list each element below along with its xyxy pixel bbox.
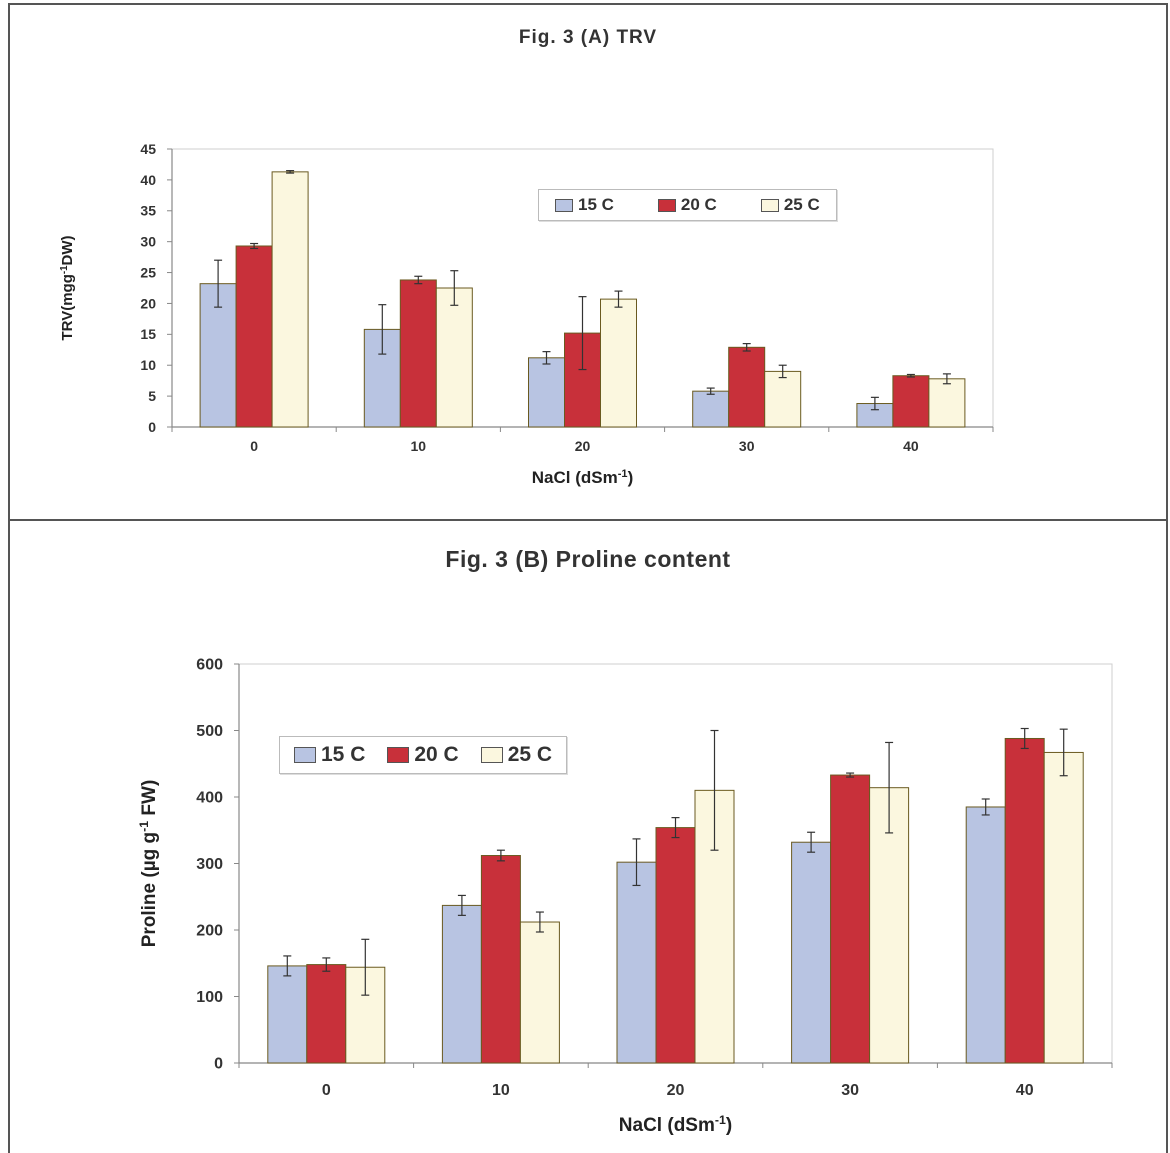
legend-label-25c: 25 C [508, 743, 552, 767]
legend-label-20c: 20 C [414, 743, 458, 767]
bar [307, 965, 346, 1063]
bar [481, 856, 520, 1063]
legend-item-25c: 25 C [761, 195, 820, 215]
legend-swatch-25c [481, 747, 503, 763]
bar [617, 862, 656, 1063]
legend-swatch-25c [761, 199, 779, 212]
legend-b: 15 C 20 C 25 C [279, 736, 567, 774]
legend-a: 15 C 20 C 25 C [538, 189, 837, 221]
legend-swatch-15c [555, 199, 573, 212]
x-tick-label: 20 [667, 1082, 685, 1099]
legend-label-15c: 15 C [321, 743, 365, 767]
bar [656, 828, 695, 1063]
bar [1005, 738, 1044, 1063]
legend-item-20c: 20 C [658, 195, 717, 215]
bar [831, 775, 870, 1063]
bar [268, 966, 307, 1063]
legend-item-20c: 20 C [387, 743, 458, 767]
y-tick-label: 100 [196, 989, 223, 1006]
y-tick-label: 0 [214, 1056, 223, 1073]
x-tick-label: 30 [841, 1082, 859, 1099]
x-tick-label: 10 [492, 1082, 510, 1099]
legend-item-15c: 15 C [555, 195, 614, 215]
legend-label-25c: 25 C [784, 195, 820, 215]
x-tick-label: 40 [1016, 1082, 1034, 1099]
legend-swatch-20c [658, 199, 676, 212]
bar [966, 807, 1005, 1063]
y-tick-label: 600 [196, 657, 223, 674]
y-tick-label: 500 [196, 723, 223, 740]
bar [1044, 752, 1083, 1063]
bar [792, 842, 831, 1063]
y-tick-label: 200 [196, 923, 223, 940]
legend-swatch-15c [294, 747, 316, 763]
legend-item-25c: 25 C [481, 743, 552, 767]
y-axis-title: Proline (µg g-1 FW) [137, 780, 160, 948]
y-tick-label: 300 [196, 856, 223, 873]
legend-label-20c: 20 C [681, 195, 717, 215]
legend-label-15c: 15 C [578, 195, 614, 215]
x-tick-label: 0 [322, 1082, 331, 1099]
bar [520, 922, 559, 1063]
bar [442, 905, 481, 1063]
x-axis-title: NaCl (dSm-1) [619, 1113, 732, 1136]
y-tick-label: 400 [196, 790, 223, 807]
legend-swatch-20c [387, 747, 409, 763]
legend-item-15c: 15 C [294, 743, 365, 767]
